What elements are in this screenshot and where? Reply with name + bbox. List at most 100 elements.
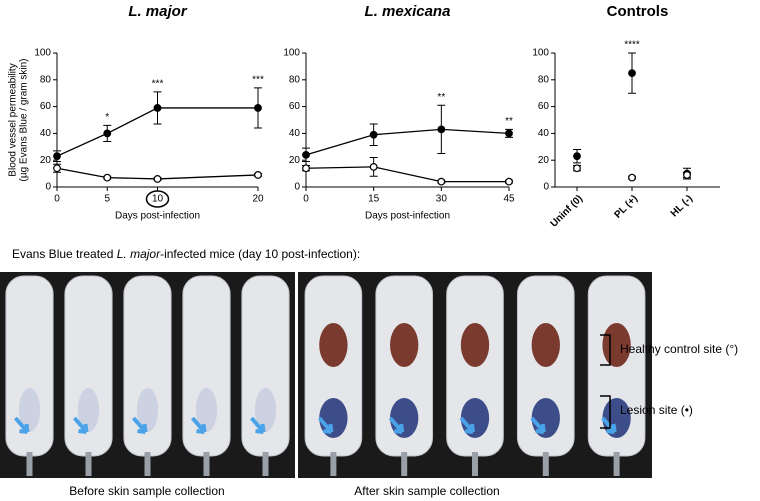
- x-tick-label: 30: [436, 194, 448, 205]
- arrow: [72, 416, 89, 434]
- tick-highlight: [145, 190, 170, 208]
- skin-removed: [531, 323, 560, 367]
- y-tick-label: 40: [289, 128, 301, 139]
- tail: [472, 452, 478, 476]
- significance: **: [437, 92, 445, 103]
- tail: [613, 452, 620, 476]
- y-tick-label: 0: [294, 182, 300, 193]
- arrow: [249, 416, 266, 434]
- y-tick-label: 100: [532, 48, 549, 59]
- skin-removed: [390, 323, 419, 367]
- series-line: [56, 107, 258, 157]
- x-tick-label: 0: [54, 194, 60, 205]
- blue-stain: [77, 388, 100, 432]
- point: [254, 104, 262, 112]
- y-tick-label: 40: [40, 128, 52, 139]
- y-tick-label: 80: [538, 74, 550, 85]
- y-tick-label: 20: [538, 155, 550, 166]
- point: [103, 129, 112, 138]
- x-tick-label: 45: [503, 194, 515, 205]
- arrow: [317, 416, 334, 434]
- photos: [0, 272, 652, 478]
- blue-stain: [18, 388, 41, 432]
- arrow: [388, 416, 405, 434]
- point: [573, 152, 581, 161]
- y-tick-label: 80: [40, 74, 52, 85]
- y-tick-label: 100: [283, 48, 300, 59]
- tail: [262, 452, 269, 476]
- caption-prefix: Evans Blue treated: [12, 247, 117, 261]
- point: [103, 173, 112, 182]
- x-tick-label: 0: [303, 194, 309, 205]
- caption-italic: L. major: [117, 247, 161, 261]
- x-tick-label: 10: [152, 194, 164, 205]
- blue-stain: [254, 388, 277, 432]
- significance: **: [505, 116, 513, 127]
- point: [369, 130, 378, 139]
- tail: [401, 452, 408, 476]
- site-label: Healthy control site (°): [620, 342, 738, 356]
- point: [53, 152, 61, 161]
- series-line: [305, 166, 509, 183]
- point: [369, 162, 378, 171]
- arrow: [131, 416, 148, 434]
- point: [153, 104, 162, 112]
- skin-removed: [319, 323, 348, 367]
- tail: [144, 452, 151, 476]
- x-tick-label: PL (+): [612, 193, 639, 220]
- bracket: [600, 334, 611, 366]
- series-line: [305, 128, 510, 156]
- arrow: [459, 416, 475, 434]
- tail: [26, 452, 33, 476]
- chart-title: Controls: [607, 3, 669, 20]
- y-tick-label: 0: [543, 182, 549, 193]
- point: [437, 125, 446, 134]
- photo-label: After skin sample collection: [354, 484, 499, 498]
- y-tick-label: 60: [538, 101, 550, 112]
- point: [437, 177, 446, 186]
- y-tick-label: 20: [289, 155, 301, 166]
- arrow: [190, 416, 207, 434]
- point: [153, 175, 162, 183]
- chart-title: L. major: [128, 3, 188, 20]
- significance: ****: [624, 40, 640, 51]
- y-axis-label: (µg Evans Blue / gram skin): [19, 58, 30, 181]
- tail: [85, 452, 92, 476]
- x-tick-label: HL (-): [669, 193, 695, 219]
- photo-caption: Evans Blue treated L. major-infected mic…: [12, 247, 360, 261]
- bracket: [600, 395, 611, 429]
- point: [628, 173, 636, 182]
- point: [254, 171, 262, 179]
- x-tick-label: 5: [104, 194, 110, 205]
- y-tick-label: 20: [40, 155, 52, 166]
- site-label: Lesion site (•): [620, 403, 693, 417]
- y-tick-label: 40: [538, 128, 550, 139]
- y-tick-label: 80: [289, 74, 301, 85]
- x-tick-label: 15: [368, 194, 380, 205]
- x-axis-label: Days post-infection: [365, 211, 450, 222]
- blue-stain: [136, 388, 159, 432]
- arrow: [601, 416, 617, 434]
- arrow: [530, 416, 546, 434]
- point: [302, 150, 310, 159]
- tail: [330, 452, 337, 476]
- point: [573, 164, 581, 173]
- blue-stain: [195, 388, 218, 432]
- point: [683, 171, 691, 179]
- significance: ***: [152, 79, 164, 90]
- point: [505, 177, 513, 186]
- tail: [542, 452, 549, 476]
- skin-removed: [460, 323, 490, 367]
- point: [628, 69, 636, 77]
- y-axis-label: Blood vessel permeability: [8, 63, 19, 176]
- chart-title: L. mexicana: [365, 3, 451, 20]
- caption-suffix: -infected mice (day 10 post-infection):: [160, 247, 360, 261]
- point: [505, 129, 513, 138]
- x-tick-label: 20: [252, 194, 264, 205]
- significance: *: [105, 112, 109, 123]
- tail: [203, 452, 210, 476]
- y-tick-label: 60: [40, 101, 52, 112]
- photo-label: Before skin sample collection: [69, 484, 224, 498]
- point: [53, 164, 61, 173]
